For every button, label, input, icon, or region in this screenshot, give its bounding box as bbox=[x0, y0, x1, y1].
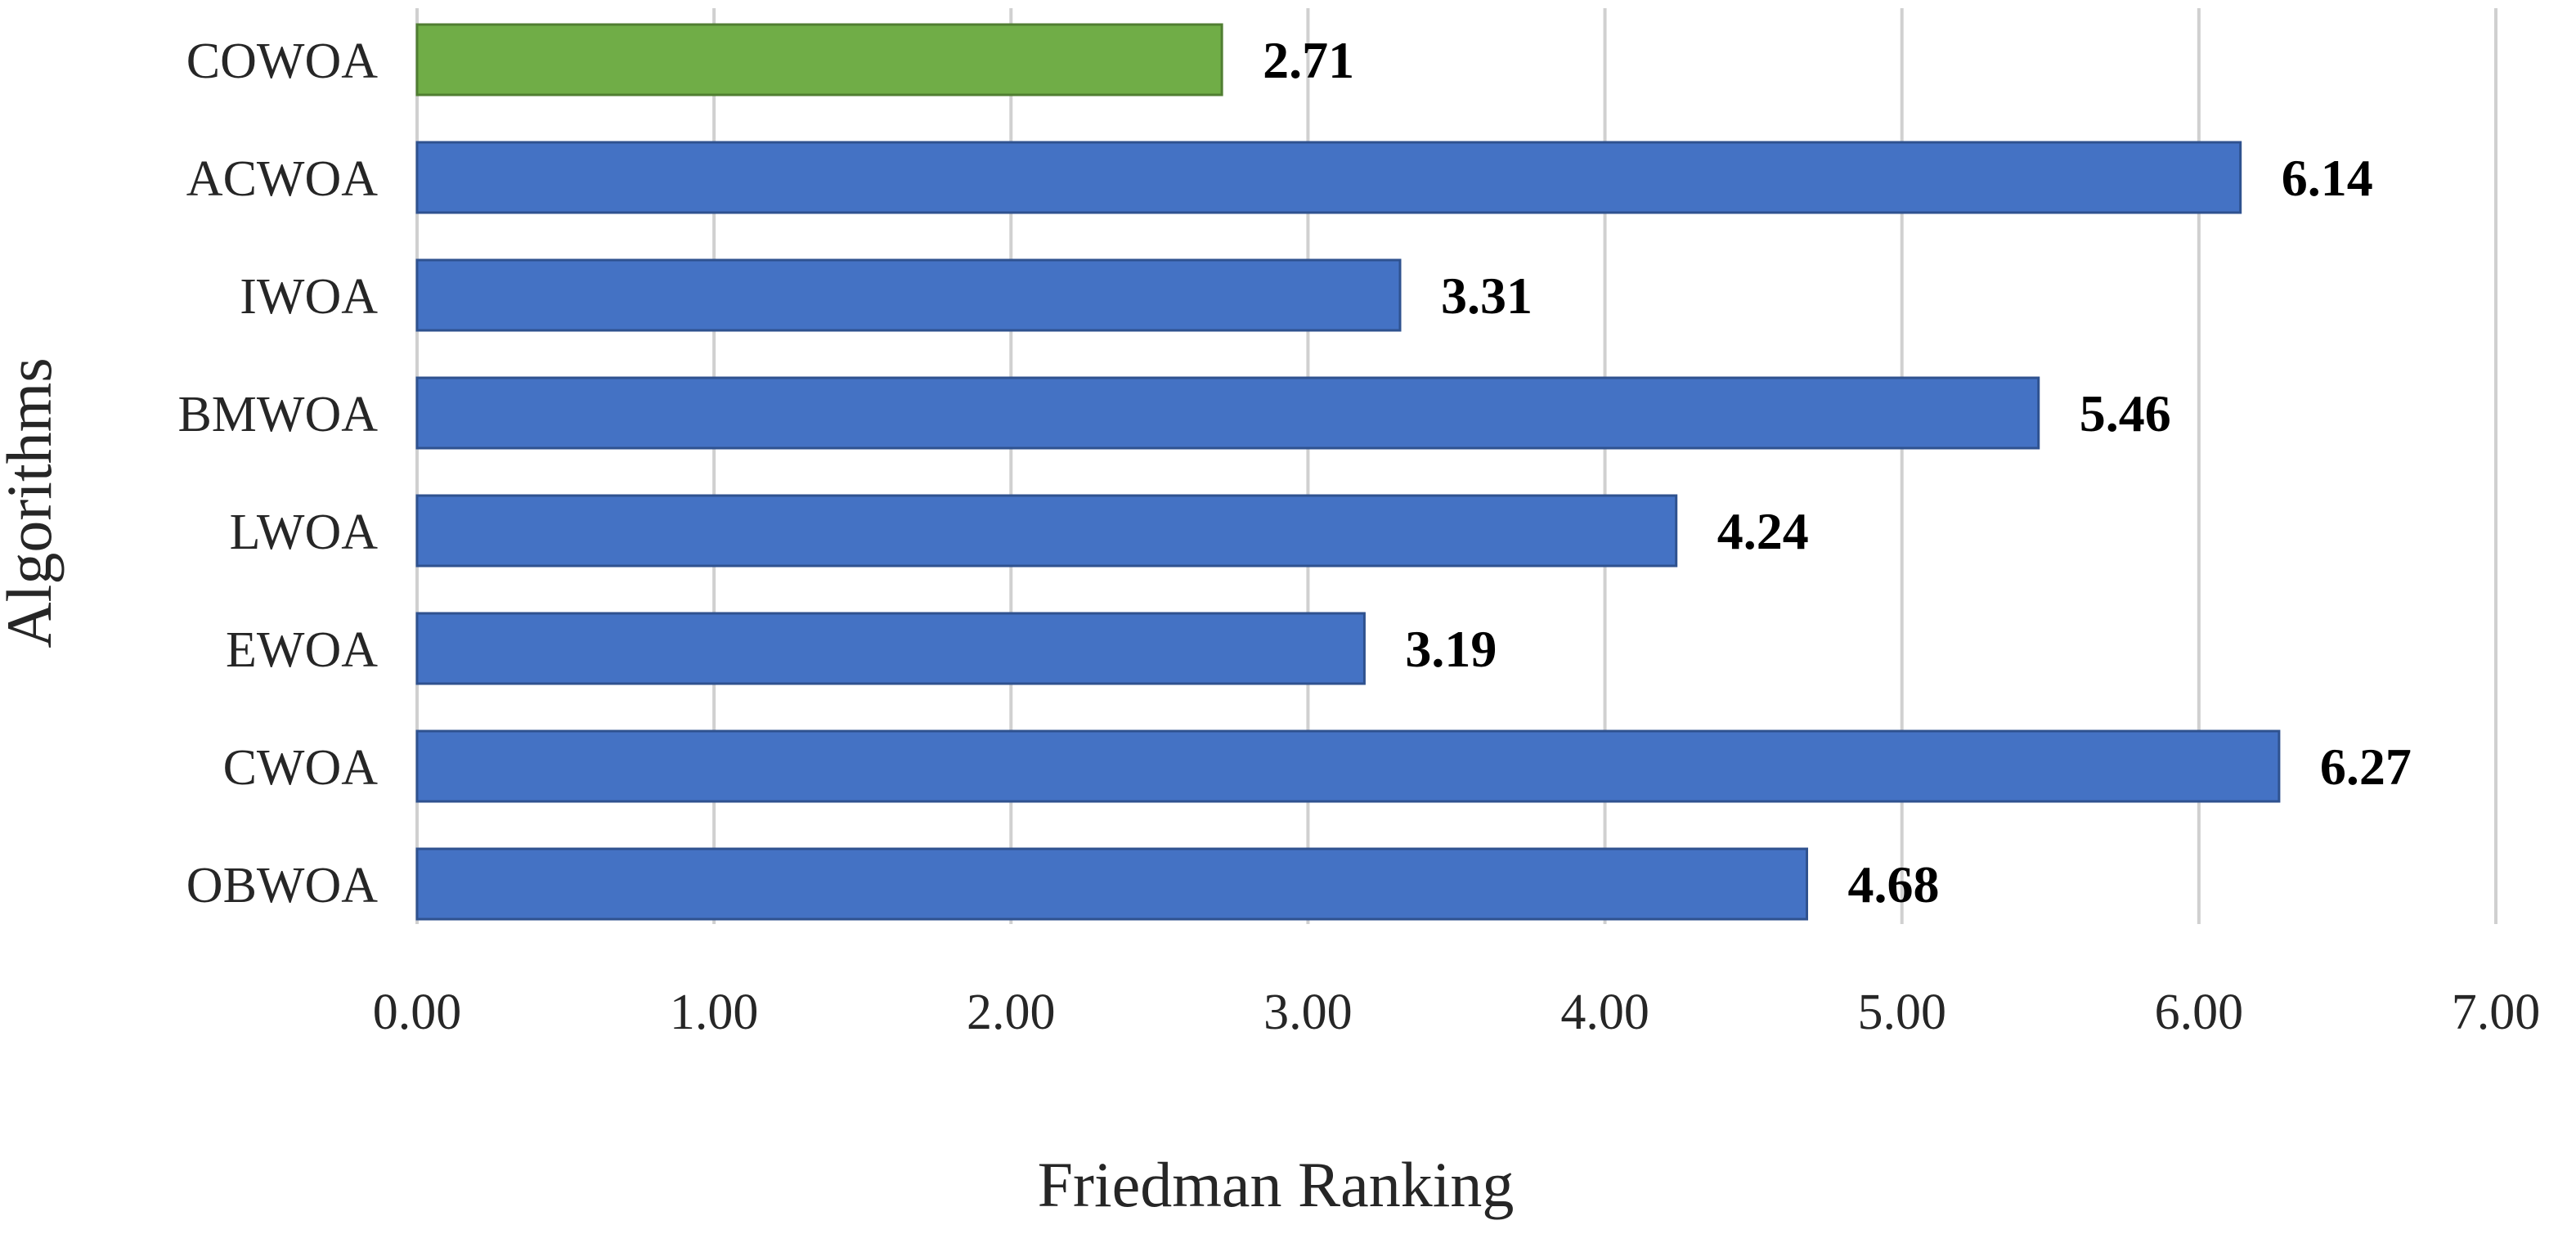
category-label-cowoa: COWOA bbox=[186, 34, 378, 89]
y-axis-title: Algorithms bbox=[0, 357, 65, 648]
bar-ewoa bbox=[415, 612, 1366, 685]
data-label-obwoa: 4.68 bbox=[1848, 855, 1940, 913]
bar-acwoa bbox=[415, 141, 2242, 214]
x-tick-label: 6.00 bbox=[2155, 985, 2244, 1040]
category-label-iwoa: IWOA bbox=[240, 269, 378, 325]
bars bbox=[415, 23, 2281, 921]
x-axis-title: Friedman Ranking bbox=[1038, 1149, 1515, 1220]
x-tick-label: 7.00 bbox=[2452, 985, 2541, 1040]
data-labels: 2.71 6.14 3.31 5.46 4.24 3.19 6.27 4.68 bbox=[1263, 31, 2412, 913]
x-tick-labels: 0.00 1.00 2.00 3.00 4.00 5.00 6.00 7.00 bbox=[373, 985, 2541, 1040]
data-label-acwoa: 6.14 bbox=[2282, 149, 2373, 207]
x-tick-label: 2.00 bbox=[967, 985, 1056, 1040]
category-label-acwoa: ACWOA bbox=[186, 151, 378, 207]
bar-cowoa bbox=[415, 23, 1223, 96]
bar-lwoa bbox=[415, 494, 1678, 568]
category-label-cwoa: CWOA bbox=[223, 740, 379, 796]
x-tick-label: 1.00 bbox=[670, 985, 759, 1040]
category-label-bmwoa: BMWOA bbox=[177, 387, 378, 442]
bar-iwoa bbox=[415, 258, 1402, 332]
bar-obwoa bbox=[415, 847, 1809, 921]
data-label-cowoa: 2.71 bbox=[1263, 31, 1354, 89]
category-labels: COWOA ACWOA IWOA BMWOA LWOA EWOA CWOA OBWOA bbox=[177, 34, 378, 913]
bar-bmwoa bbox=[415, 376, 2040, 450]
data-label-bmwoa: 5.46 bbox=[2080, 384, 2171, 442]
x-tick-label: 5.00 bbox=[1857, 985, 1946, 1040]
x-tick-label: 3.00 bbox=[1263, 985, 1353, 1040]
category-label-ewoa: EWOA bbox=[226, 622, 378, 678]
category-label-lwoa: LWOA bbox=[230, 505, 379, 560]
data-label-iwoa: 3.31 bbox=[1441, 267, 1533, 325]
data-label-lwoa: 4.24 bbox=[1717, 502, 1809, 560]
bar-cwoa bbox=[415, 729, 2281, 803]
category-label-obwoa: OBWOA bbox=[186, 858, 378, 913]
data-label-cwoa: 6.27 bbox=[2320, 738, 2412, 796]
x-tick-label: 0.00 bbox=[373, 985, 462, 1040]
data-label-ewoa: 3.19 bbox=[1405, 620, 1497, 678]
x-tick-label: 4.00 bbox=[1560, 985, 1649, 1040]
